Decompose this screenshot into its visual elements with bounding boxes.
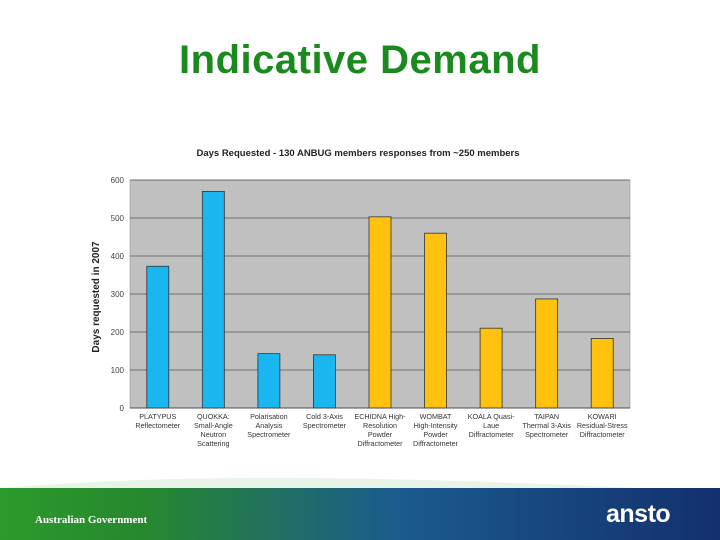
chart-title: Days Requested - 130 ANBUG members respo… — [196, 148, 519, 159]
x-tick-label: High-Intensity — [414, 421, 458, 430]
x-tick-label: Laue — [483, 421, 499, 430]
footer-band — [0, 488, 720, 540]
bar — [590, 338, 614, 409]
bar — [146, 265, 170, 409]
x-tick-label: Diffractometer — [357, 439, 403, 448]
x-tick-label: KOALA Quasi- — [468, 412, 515, 421]
demand-bar-chart: Days Requested - 130 ANBUG members respo… — [91, 148, 631, 448]
y-tick-label: 100 — [111, 366, 125, 375]
y-tick-label: 0 — [120, 404, 125, 413]
x-tick-label: Neutron — [201, 430, 227, 439]
bar — [313, 354, 336, 409]
y-tick-label: 500 — [111, 214, 125, 223]
bar — [368, 216, 392, 409]
x-tick-label: Spectrometer — [303, 421, 347, 430]
y-tick-label: 600 — [111, 176, 125, 185]
x-tick-label: Spectrometer — [525, 430, 569, 439]
x-tick-label: ECHIDNA High- — [354, 412, 406, 421]
x-tick-label: Spectrometer — [247, 430, 291, 439]
bar — [479, 327, 503, 409]
x-tick-label: TAIPAN — [534, 412, 559, 421]
x-tick-label: KOWARI — [588, 412, 617, 421]
x-tick-label: Diffractometer — [413, 439, 459, 448]
australian-government-label: Australian Government — [35, 514, 148, 526]
x-tick-label: Thermal 3-Axis — [523, 421, 572, 430]
y-tick-label: 300 — [111, 290, 125, 299]
bar — [201, 190, 225, 409]
x-tick-label: Diffractometer — [580, 430, 626, 439]
bar — [424, 232, 447, 409]
x-tick-label: QUOKKA: — [197, 412, 230, 421]
x-tick-label: Scattering — [197, 439, 229, 448]
x-tick-label: Analysis — [256, 421, 283, 430]
ansto-logo: ansto — [606, 500, 671, 528]
x-tick-label: Diffractometer — [469, 430, 515, 439]
bar — [535, 298, 559, 409]
y-tick-label: 200 — [111, 328, 125, 337]
x-tick-label: Powder — [423, 430, 448, 439]
y-axis-label: Days requested in 2007 — [91, 241, 102, 353]
x-tick-label: WOMBAT — [420, 412, 452, 421]
x-tick-label: Powder — [368, 430, 393, 439]
x-tick-label: Reflectometer — [135, 421, 180, 430]
x-tick-label: Small-Angle — [194, 421, 233, 430]
x-tick-label: Cold 3-Axis — [306, 412, 343, 421]
y-tick-label: 400 — [111, 252, 125, 261]
x-tick-label: PLATYPUS — [139, 412, 176, 421]
bar — [257, 353, 281, 409]
slide-title: Indicative Demand — [179, 38, 541, 82]
x-tick-label: Resolution — [363, 421, 397, 430]
x-tick-label: Residual-Stress — [577, 421, 628, 430]
x-tick-label: Polarisation — [250, 412, 288, 421]
